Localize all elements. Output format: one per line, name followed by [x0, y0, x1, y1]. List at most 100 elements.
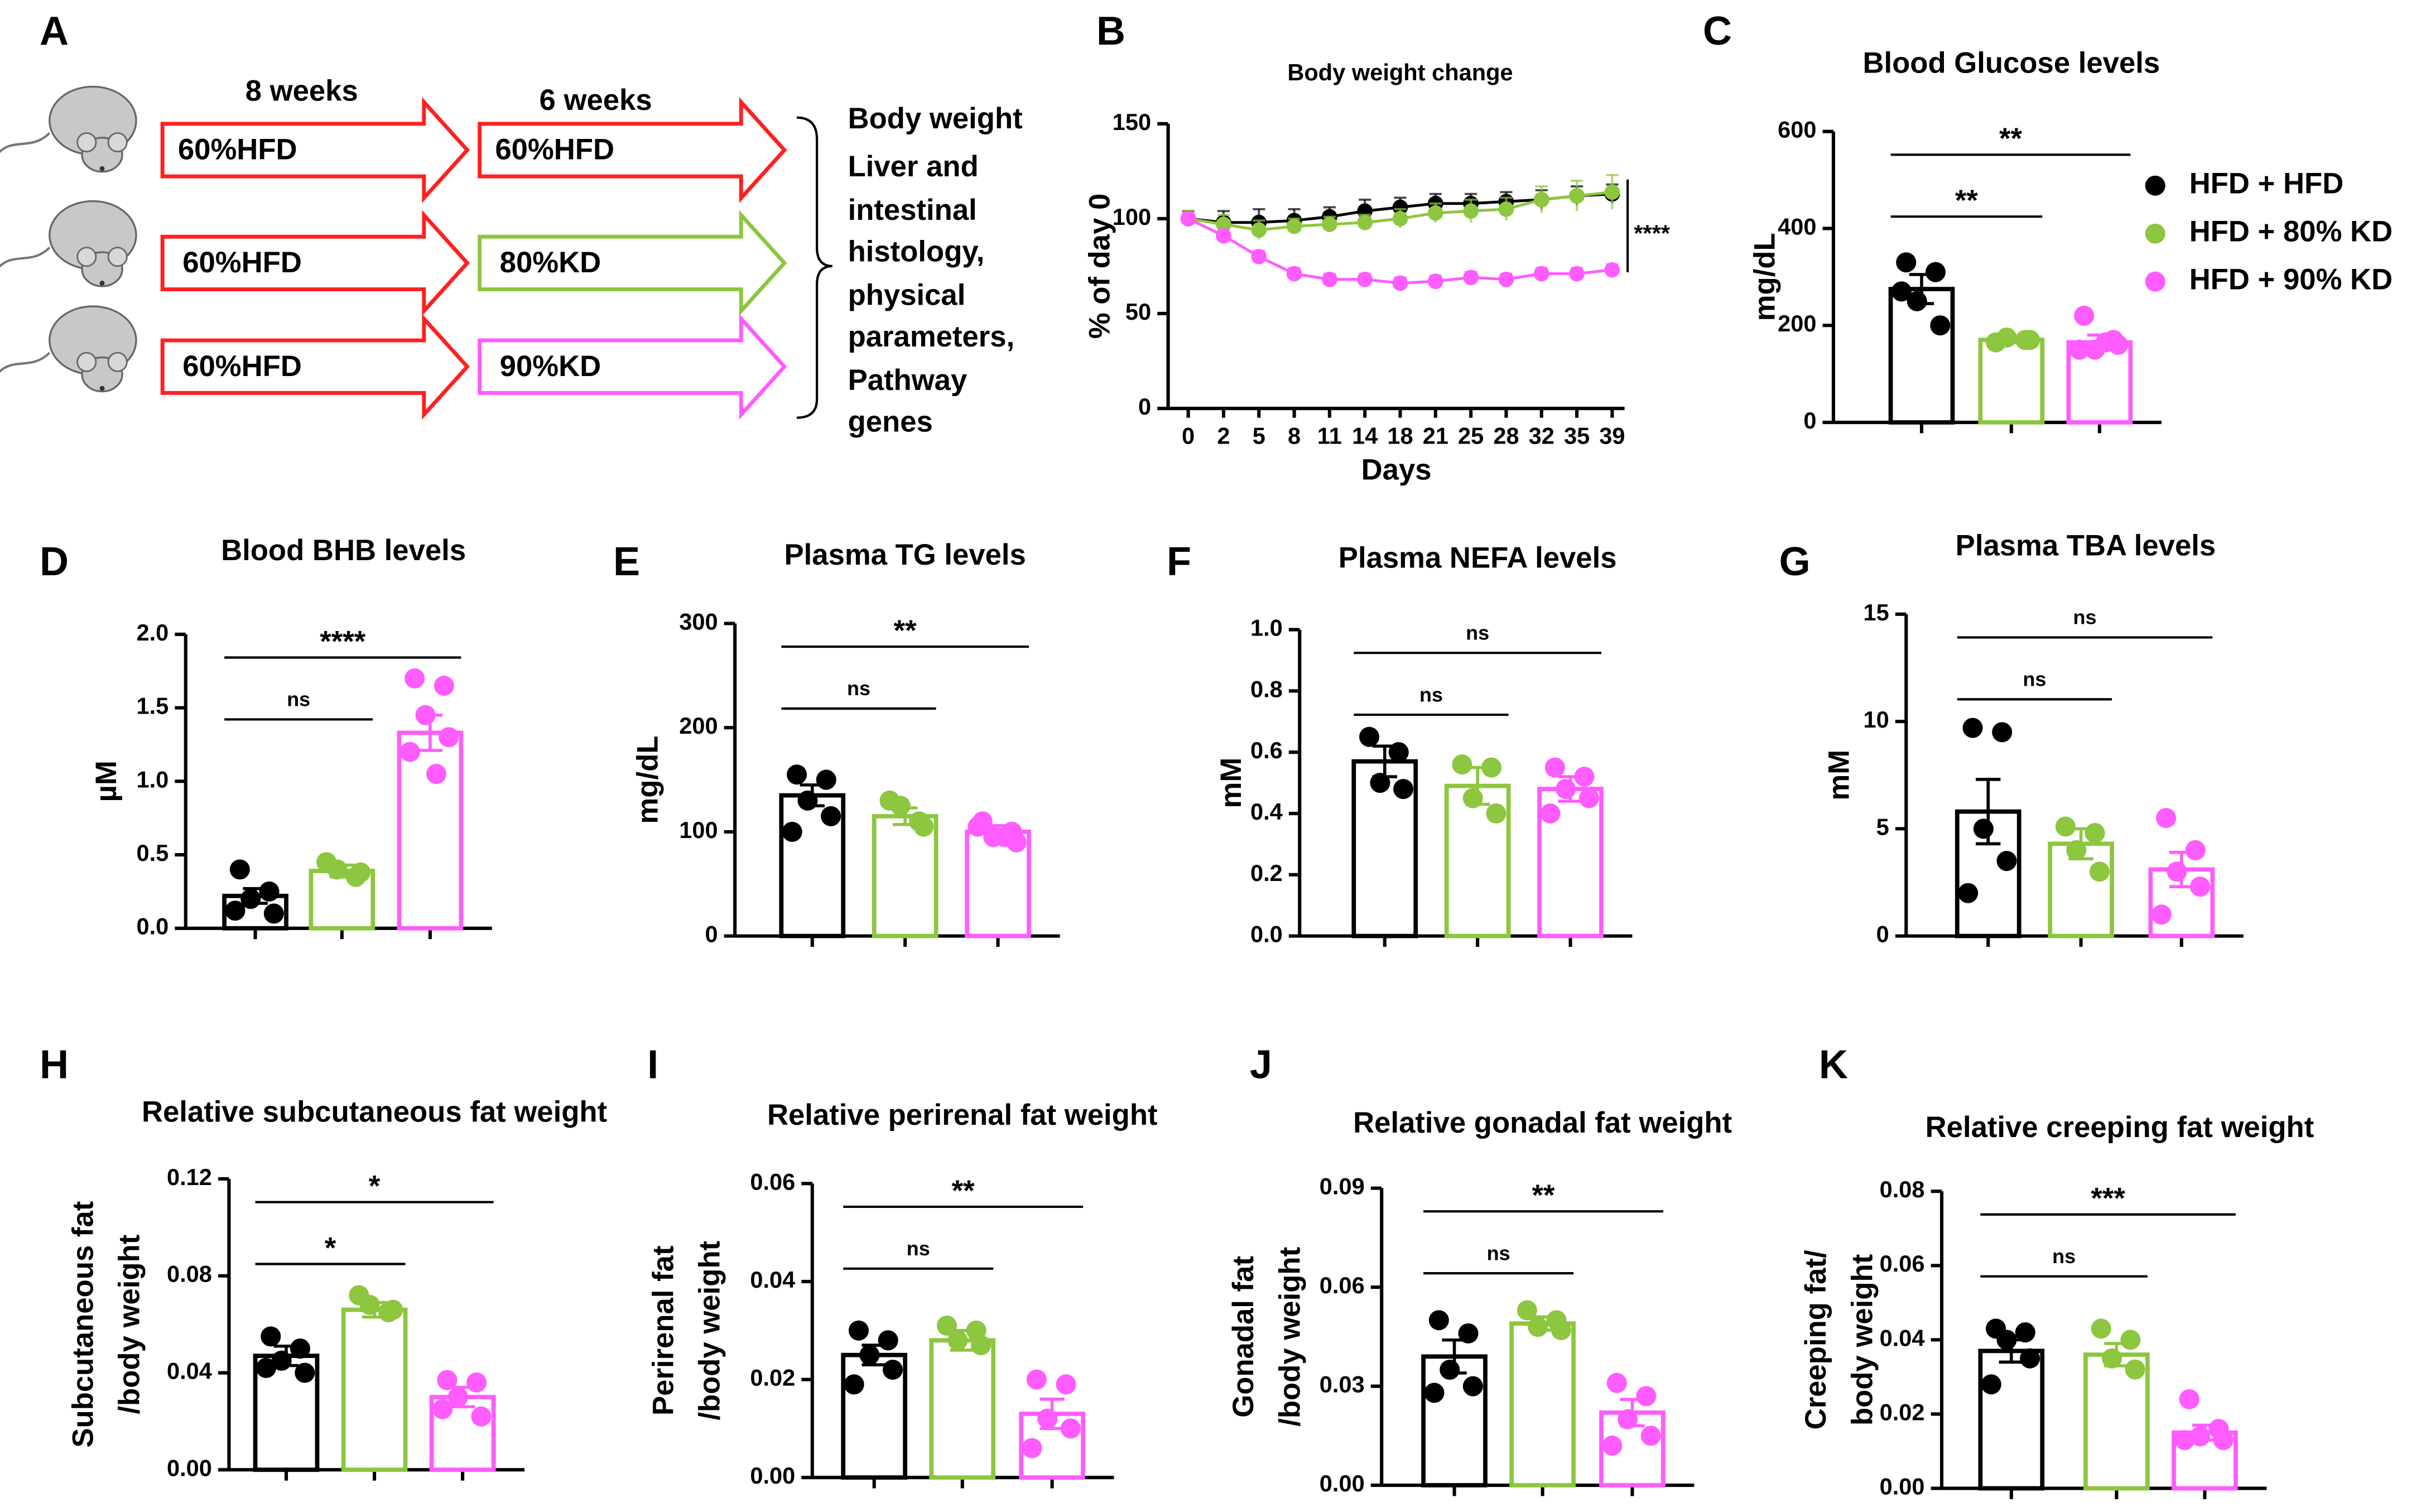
significance-label: ns	[1466, 621, 1489, 644]
y-tick-label: 0.00	[1320, 1470, 1365, 1496]
bar	[1978, 1349, 2045, 1491]
bar	[2083, 1352, 2150, 1491]
data-point	[1440, 1359, 1460, 1380]
data-point	[1463, 203, 1479, 219]
x-tick-label: 25	[1458, 423, 1484, 449]
data-point	[1357, 271, 1373, 287]
arrow	[160, 314, 470, 420]
y-tick-label: 0.0	[1250, 921, 1283, 947]
y-tick-label: 300	[679, 608, 718, 634]
data-point	[2085, 823, 2105, 844]
bar	[872, 814, 938, 938]
data-point	[2179, 1389, 2199, 1409]
diet-label: 60%HFD	[495, 133, 614, 166]
data-point	[782, 821, 802, 842]
data-point	[256, 1357, 276, 1378]
legend-marker	[2145, 271, 2165, 292]
significance-label: ns	[1487, 1241, 1510, 1264]
bar	[1978, 338, 2045, 425]
data-point	[1486, 803, 1506, 824]
significance-label: *	[325, 1231, 336, 1264]
legend-label: HFD + HFD	[2189, 167, 2344, 200]
x-tick-label: 32	[1529, 423, 1554, 449]
data-point	[2091, 1318, 2111, 1339]
duration-label: 6 weeks	[540, 84, 652, 117]
y-tick-label: 0.12	[167, 1164, 212, 1190]
y-axis-label: /body weight	[1273, 1247, 1306, 1427]
data-point	[821, 806, 841, 826]
data-point	[1930, 315, 1951, 336]
panel-label: H	[40, 1042, 69, 1087]
arrow	[160, 210, 470, 316]
data-point	[797, 790, 818, 811]
data-point	[1528, 1317, 1548, 1337]
y-tick-label: 5	[1876, 813, 1889, 840]
x-tick-label: 8	[1288, 423, 1301, 449]
data-point	[1463, 269, 1479, 286]
y-tick-label: 600	[1778, 117, 1816, 143]
chart-title: Relative subcutaneous fat weight	[142, 1095, 607, 1128]
data-point	[2069, 339, 2090, 360]
data-point	[1958, 883, 1979, 903]
bar	[397, 730, 464, 931]
diet-label: 80%KD	[500, 246, 601, 279]
arrow	[478, 97, 787, 203]
y-tick-label: 0.2	[1250, 860, 1283, 886]
y-axis-label: Perirenal fat	[647, 1245, 680, 1415]
arrow	[160, 97, 470, 203]
chart-title: Plasma TG levels	[784, 538, 1026, 571]
y-tick-label: 0	[1803, 407, 1816, 434]
data-point	[2020, 1348, 2040, 1369]
y-tick-label: 0.06	[1320, 1272, 1365, 1298]
data-point	[1544, 757, 1565, 778]
y-tick-label: 0.06	[750, 1168, 795, 1195]
outcome-label: Pathway	[848, 364, 967, 397]
y-tick-label: 0.04	[750, 1267, 795, 1293]
significance-label: ns	[2023, 668, 2046, 691]
bar	[1509, 1321, 1576, 1487]
outcome-label: histology,	[848, 235, 985, 268]
data-point	[1481, 757, 1502, 778]
data-point	[2190, 877, 2211, 897]
data-point	[1026, 1369, 1047, 1390]
data-point	[1517, 1300, 1537, 1321]
significance-label: ns	[847, 677, 870, 700]
significance-label: ns	[907, 1237, 930, 1260]
data-point	[1392, 275, 1408, 291]
x-tick-label: 14	[1352, 423, 1378, 449]
panel-label: K	[1819, 1042, 1848, 1087]
arrow	[478, 210, 787, 316]
chart-title: Plasma TBA levels	[1956, 529, 2216, 562]
data-point	[1458, 1323, 1479, 1344]
data-point	[2174, 1430, 2195, 1451]
data-point	[229, 859, 250, 880]
y-tick-label: 50	[1125, 298, 1151, 325]
data-point	[1180, 211, 1196, 227]
data-point	[1251, 249, 1267, 264]
significance-label: **	[1999, 122, 2022, 155]
y-tick-label: 100	[1113, 204, 1151, 230]
y-axis-label: Gonadal fat	[1227, 1256, 1260, 1418]
data-point	[2151, 904, 2172, 925]
data-point	[359, 1294, 380, 1315]
data-point	[2020, 330, 2040, 350]
y-tick-label: 1.0	[136, 766, 169, 792]
significance-label: ns	[287, 688, 310, 711]
outcome-label: genes	[848, 406, 933, 439]
data-point	[434, 676, 454, 696]
y-axis-label: /body weight	[113, 1235, 146, 1414]
panel-label: I	[647, 1042, 658, 1087]
data-point	[1452, 754, 1472, 775]
data-point	[1498, 201, 1514, 217]
y-tick-label: 0.04	[167, 1358, 212, 1384]
outcome-label: physical	[848, 278, 966, 311]
significance-label: *	[369, 1170, 381, 1203]
chart-title: Plasma NEFA levels	[1339, 542, 1617, 575]
data-point	[1574, 767, 1595, 787]
data-point	[878, 1330, 898, 1351]
x-tick-label: 11	[1317, 423, 1342, 449]
data-point	[471, 1406, 492, 1427]
data-point	[1551, 1320, 1571, 1341]
significance-label: ***	[2091, 1182, 2125, 1215]
